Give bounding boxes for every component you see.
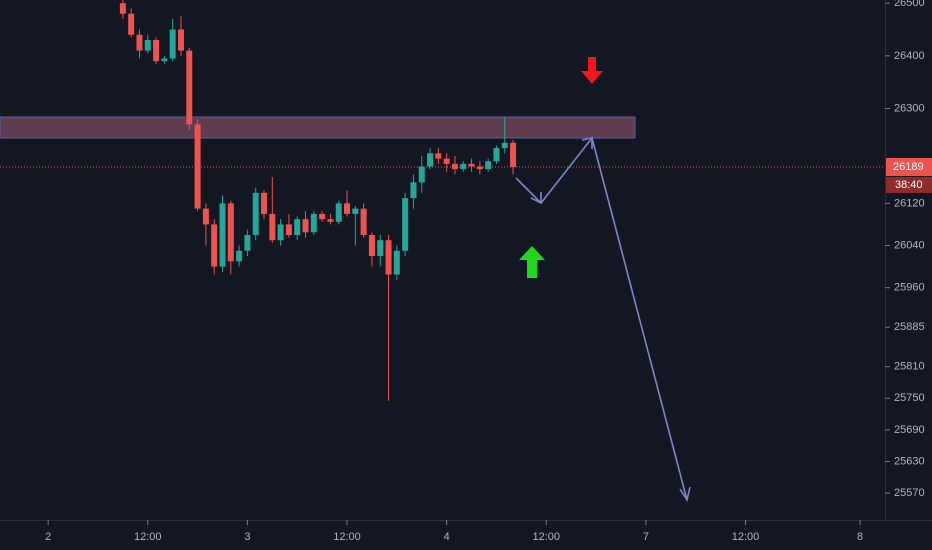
x-tick-label: 12:00	[134, 531, 162, 543]
candle-body	[435, 153, 442, 159]
y-tick-label: 25960	[894, 282, 925, 294]
candle-body	[186, 50, 193, 125]
candle-body	[294, 219, 301, 235]
candle-body	[335, 203, 342, 222]
candle-body	[219, 203, 226, 267]
candle-body	[252, 192, 259, 235]
candle-body	[302, 219, 309, 233]
y-tick-label: 26500	[894, 0, 925, 9]
last-price-label: 26189	[893, 161, 924, 173]
y-tick-label: 25570	[894, 487, 925, 499]
candle-body	[476, 166, 483, 170]
x-tick-label: 3	[244, 531, 250, 543]
candle-body	[327, 219, 334, 222]
x-tick-label: 4	[444, 531, 450, 543]
x-tick-label: 12:00	[732, 531, 760, 543]
candle-body	[418, 166, 425, 183]
x-tick-label: 12:00	[533, 531, 561, 543]
projection-path	[515, 136, 688, 501]
candle-body	[510, 142, 517, 168]
y-tick-label: 25885	[894, 321, 925, 333]
candle-body	[468, 163, 475, 167]
candle-body	[451, 163, 458, 170]
candle-body	[310, 213, 317, 233]
countdown-box	[886, 177, 932, 194]
candle-body	[244, 234, 251, 251]
y-tick-label: 25630	[894, 455, 925, 467]
candle-body	[410, 182, 417, 199]
candle-body	[153, 40, 160, 62]
candle-body	[177, 29, 184, 51]
y-tick-label: 25810	[894, 361, 925, 373]
y-tick-label: 26120	[894, 197, 925, 209]
arrow-head	[581, 137, 593, 149]
candle-body	[128, 13, 135, 35]
candle-body	[385, 240, 392, 275]
resistance-zone	[0, 116, 636, 139]
countdown-label: 38:40	[895, 179, 923, 191]
x-tick-label: 12:00	[333, 531, 361, 543]
candle-body	[393, 250, 400, 275]
candle-body	[443, 158, 450, 164]
candle-body	[368, 234, 375, 257]
candle-body	[344, 203, 351, 214]
candle-body	[194, 124, 201, 209]
last-price-box	[886, 158, 932, 177]
y-tick-label: 26400	[894, 50, 925, 62]
x-tick-label: 8	[857, 531, 863, 543]
candle-body	[377, 240, 384, 257]
y-tick-label: 26040	[894, 239, 925, 251]
candle-body	[427, 153, 434, 167]
candle-body	[285, 224, 292, 235]
candle-body	[261, 192, 268, 214]
y-tick-label: 26300	[894, 102, 925, 114]
candle-body	[202, 208, 209, 225]
y-tick-label: 25690	[894, 424, 925, 436]
candle-body	[236, 250, 243, 262]
x-tick-label: 2	[45, 531, 51, 543]
y-tick-label: 25750	[894, 392, 925, 404]
arrow-head	[679, 486, 691, 503]
candle-body	[211, 224, 218, 267]
candle-body	[402, 198, 409, 251]
arrow-head	[530, 192, 542, 205]
candle-body	[136, 34, 143, 51]
candle-body	[169, 29, 176, 59]
candle-body	[227, 203, 234, 262]
candle-body	[360, 208, 367, 235]
candle-body	[269, 213, 276, 241]
candle-body	[501, 142, 508, 149]
candle-body	[161, 58, 168, 62]
down-arrow-icon	[581, 57, 603, 84]
candle-body	[485, 161, 492, 170]
candle-body	[119, 3, 126, 14]
candle-body	[460, 163, 467, 170]
x-tick-label: 7	[643, 531, 649, 543]
candle-body	[352, 208, 359, 214]
candle-body	[144, 40, 151, 51]
candle-body	[277, 224, 284, 241]
up-arrow-icon	[519, 246, 545, 278]
candle-body	[493, 148, 500, 162]
candle-body	[319, 213, 326, 220]
